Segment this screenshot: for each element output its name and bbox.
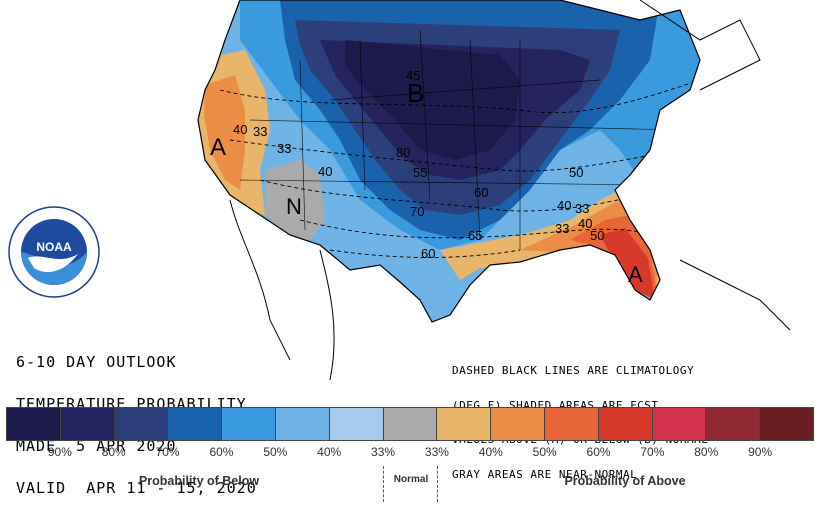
legend-tick-label: 40%: [478, 445, 503, 459]
noaa-logo: NOAA: [8, 206, 100, 298]
below-normal-label: B: [407, 78, 424, 108]
legend-tick-label: 50%: [532, 445, 557, 459]
legend-tick-label: 70%: [155, 445, 180, 459]
legend-tick-label: 60%: [209, 445, 234, 459]
legend-swatch-14: [706, 408, 761, 440]
legend-tick-label: 90%: [47, 445, 72, 459]
legend-category-below: Probability of Below: [138, 474, 260, 488]
contour-value-label: 60: [474, 185, 488, 200]
legend-swatch-1: [7, 408, 61, 440]
legend-tick-label: 90%: [748, 445, 773, 459]
contour-value-label: 40: [578, 216, 592, 231]
legend-swatch-11: [544, 408, 599, 440]
legend-tick-label: 80%: [101, 445, 126, 459]
contour-value-label: 40: [318, 164, 332, 179]
probability-legend-bar: [6, 407, 814, 441]
above-normal-southeast-label: A: [628, 262, 643, 287]
legend-swatch-12: [598, 408, 653, 440]
contour-value-label: 45: [406, 68, 420, 83]
contour-value-label: 33: [555, 221, 569, 236]
legend-categories: Probability of Below Normal Probability …: [0, 474, 827, 494]
legend-swatch-8: [383, 408, 438, 440]
legend-tick-label: 33%: [371, 445, 396, 459]
legend-tick-label: 60%: [586, 445, 611, 459]
legend-tick-label: 40%: [317, 445, 342, 459]
legend-swatch-10: [491, 408, 545, 440]
legend-swatch-2: [60, 408, 115, 440]
legend-tick-label: 70%: [640, 445, 665, 459]
legend-category-above: Probability of Above: [564, 474, 686, 488]
legend-swatch-6: [275, 408, 330, 440]
contour-value-label: 65: [468, 228, 482, 243]
note-line-4: GRAY AREAS ARE NEAR-NORMAL: [452, 467, 638, 481]
legend-swatch-9: [437, 408, 492, 440]
above-normal-west-label: A: [210, 134, 226, 161]
contour-value-label: 33: [575, 201, 589, 216]
legend-swatch-3: [114, 408, 169, 440]
legend-tick-label: 80%: [694, 445, 719, 459]
title-line-4: VALID APR 11 - 15, 2020: [16, 479, 257, 497]
normal-divider-right: [437, 466, 438, 502]
title-line-3: MADE 5 APR 2020: [16, 437, 177, 455]
contour-value-label: 55: [413, 165, 427, 180]
contour-value-label: 33: [277, 141, 291, 156]
note-line-2: (DEG F) SHADED AREAS ARE FCST: [452, 398, 659, 412]
legend-swatch-13: [652, 408, 707, 440]
contour-value-label: 60: [421, 246, 435, 261]
legend-swatch-4: [168, 408, 223, 440]
title-line-1: 6-10 DAY OUTLOOK: [16, 353, 177, 371]
legend-swatch-15: [760, 408, 813, 440]
contour-value-label: 80: [396, 145, 410, 160]
noaa-logo-text: NOAA: [36, 240, 72, 254]
normal-divider-left: [383, 466, 384, 502]
contour-value-label: 70: [410, 204, 424, 219]
contour-value-label: 40: [557, 198, 571, 213]
near-normal-label: N: [286, 194, 302, 219]
legend-swatch-7: [329, 408, 384, 440]
legend-tick-labels: 90% 80% 70% 60% 50% 40% 33% 33% 40% 50% 60% 70% 80% 9…: [0, 445, 827, 461]
legend-tick-label: 33%: [424, 445, 449, 459]
contour-value-label: 40: [233, 122, 247, 137]
legend-category-normal: Normal: [393, 474, 429, 485]
contour-value-label: 50: [569, 165, 583, 180]
contour-value-label: 50: [590, 228, 604, 243]
note-line-1: DASHED BLACK LINES ARE CLIMATOLOGY: [452, 364, 695, 377]
legend-tick-label: 50%: [263, 445, 288, 459]
legend-swatch-5: [222, 408, 276, 440]
contour-value-label: 33: [253, 124, 267, 139]
